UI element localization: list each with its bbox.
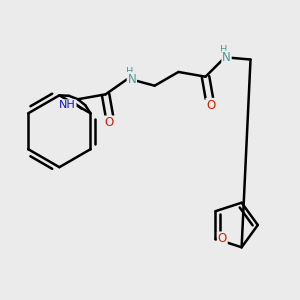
- Text: O: O: [206, 99, 215, 112]
- Text: N: N: [128, 73, 136, 86]
- Text: H: H: [126, 67, 133, 77]
- Text: O: O: [105, 116, 114, 129]
- Text: O: O: [218, 232, 227, 245]
- Text: NH: NH: [59, 100, 76, 110]
- Text: H: H: [220, 45, 228, 56]
- Text: N: N: [222, 51, 231, 64]
